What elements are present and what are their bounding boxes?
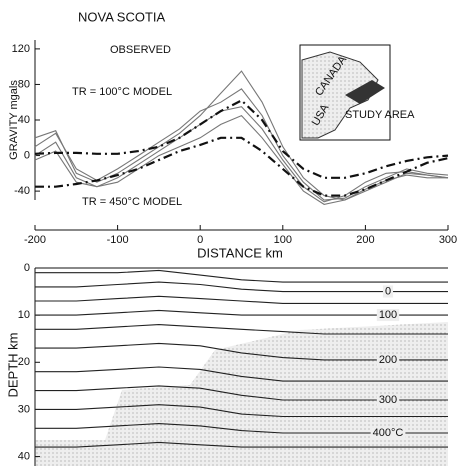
- chart-title: NOVA SCOTIA: [78, 9, 165, 24]
- series-line: [35, 404, 448, 418]
- series-line: [34, 114, 448, 205]
- x-tick-label: 300: [439, 234, 457, 246]
- series-line: [35, 269, 448, 283]
- inset-label: STUDY AREA: [345, 109, 415, 121]
- label-background: [376, 393, 400, 406]
- x-tick-label: 100: [274, 234, 292, 246]
- label-background: [376, 353, 400, 366]
- y-axis-label: GRAVITY mgals: [8, 80, 20, 160]
- label-background: [382, 285, 394, 298]
- series-line: [34, 88, 449, 201]
- series-line: [35, 136, 449, 197]
- label-background: [376, 309, 400, 322]
- y-tick-label: 120: [12, 43, 30, 55]
- inset-land: [301, 51, 379, 139]
- y-tick-label: 30: [18, 403, 30, 415]
- series-line: [35, 324, 448, 335]
- x-axis-label: DISTANCE km: [197, 245, 283, 260]
- inset-study-area: [345, 80, 385, 104]
- y-tick-label: 40: [18, 114, 30, 126]
- series-line: [35, 281, 448, 293]
- series-line: [34, 106, 449, 203]
- x-tick-label: 200: [356, 234, 374, 246]
- inset-map: CANADA USA STUDY AREA: [299, 44, 415, 141]
- y-tick-label: 0: [24, 149, 30, 161]
- x-tick-label: -100: [107, 234, 129, 246]
- y-tick-label: 10: [18, 309, 30, 321]
- y-tick-label: 0: [24, 262, 30, 274]
- isotherm-label: 200: [379, 354, 397, 366]
- series-line: [34, 70, 449, 201]
- series-line: [35, 441, 448, 448]
- isotherm-label: 400°C: [373, 427, 404, 439]
- x-tick-label: -200: [24, 234, 46, 246]
- y-tick-label: 40: [18, 450, 30, 462]
- x-tick-label: 0: [197, 234, 203, 246]
- annotation: TR = 100°C MODEL: [72, 86, 172, 98]
- isotherm-label: 100: [379, 309, 397, 321]
- series-line: [35, 295, 448, 304]
- isotherm-label: 300: [379, 394, 397, 406]
- series-line: [35, 366, 448, 382]
- y-axis-label: DEPTH km: [5, 333, 20, 398]
- y-tick-label: 20: [18, 356, 30, 368]
- annotation: OBSERVED: [110, 44, 171, 56]
- label-background: [370, 426, 406, 439]
- y-tick-label: -40: [14, 185, 30, 197]
- isotherm-label: 0: [385, 285, 391, 297]
- y-tick-label: 80: [18, 78, 30, 90]
- annotation: TR = 450°C MODEL: [82, 196, 182, 208]
